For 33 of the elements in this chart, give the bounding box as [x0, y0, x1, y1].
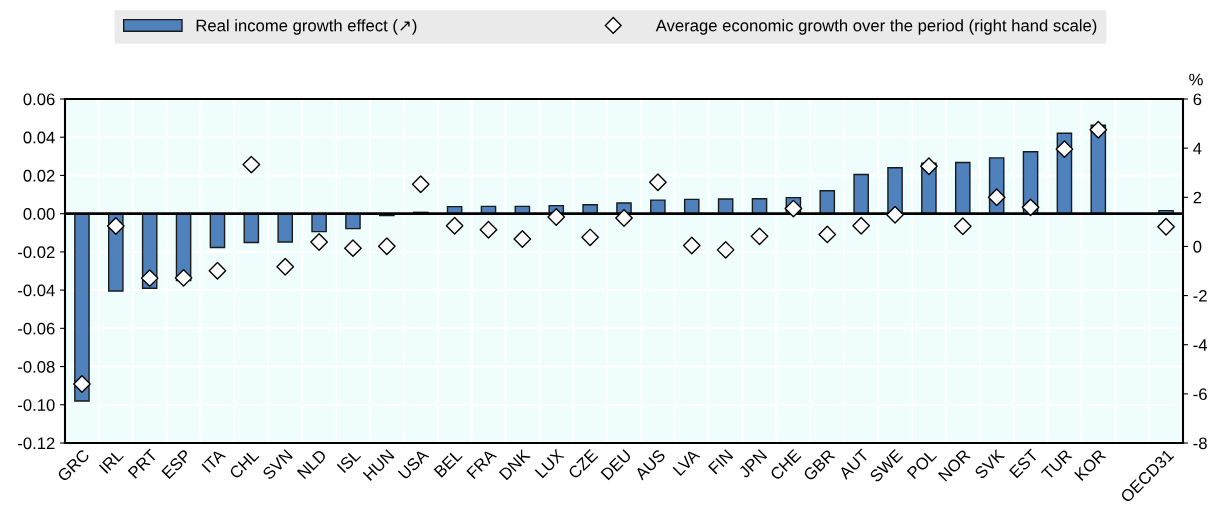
x-tick-label: FRA	[466, 448, 497, 480]
y-tick-label: 0.04	[23, 131, 55, 144]
x-tick-label: USA	[397, 448, 430, 480]
y2-tick-label: 0	[1193, 240, 1202, 253]
y2-tick-label: 4	[1193, 142, 1202, 155]
y2-tick-label: 2	[1193, 191, 1202, 204]
y2-tick-label: -2	[1193, 289, 1207, 302]
x-tick-label: BEL	[433, 448, 463, 478]
y-tick-label: 0.02	[23, 169, 55, 182]
y2-tick-label: -6	[1193, 388, 1207, 401]
y-tick-label: -0.12	[18, 437, 55, 450]
y-tick-label: -0.08	[18, 360, 55, 373]
x-tick-label: LVA	[672, 448, 701, 476]
x-tick-label: CHL	[228, 448, 260, 480]
x-tick-label: IRL	[99, 448, 124, 474]
x-tick-label: ISL	[336, 448, 362, 474]
x-tick-label: NLD	[296, 448, 328, 480]
x-tick-label: POL	[906, 448, 938, 480]
x-tick-label: TUR	[1040, 448, 1073, 481]
y-tick-label: 0.00	[23, 208, 55, 220]
x-tick-label: FIN	[708, 449, 734, 475]
y-tick-label: 0.06	[23, 93, 55, 106]
legend-label: Average economic growth over the period (right hand scale)	[655, 19, 1097, 35]
x-tick-label: ITA	[201, 448, 226, 473]
y2-tick-label: 6	[1193, 93, 1202, 106]
y2-tick-label: -4	[1193, 339, 1208, 351]
y-tick-label: -0.10	[18, 399, 55, 411]
y-tick-label: -0.02	[18, 246, 55, 259]
y-tick-label: -0.06	[18, 322, 55, 335]
legend-label: Real income growth effect (↗)	[196, 19, 417, 35]
y2-tick-label: -8	[1193, 437, 1207, 450]
y-tick-label: -0.04	[18, 284, 55, 297]
y2-axis-title: %	[1189, 73, 1203, 86]
